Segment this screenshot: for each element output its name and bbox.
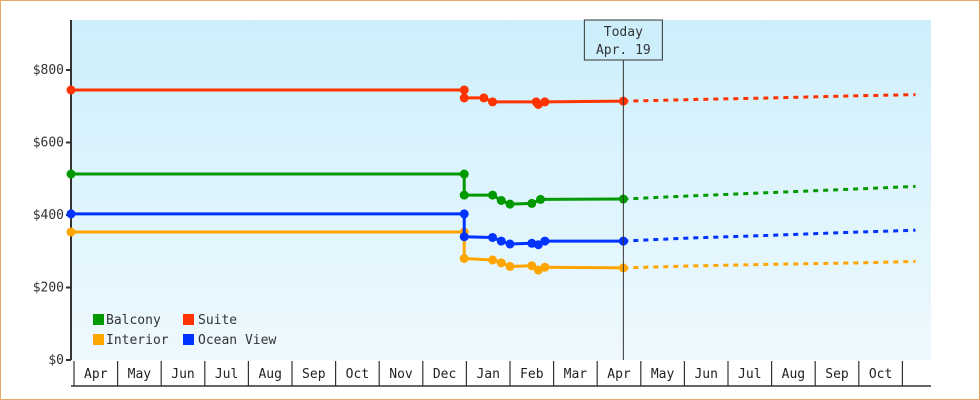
data-point[interactable] <box>459 190 469 200</box>
data-point[interactable] <box>505 199 515 209</box>
series-balcony <box>66 169 916 209</box>
today-marker: Today Apr. 19 <box>583 19 663 360</box>
data-point[interactable] <box>505 239 515 249</box>
data-point[interactable] <box>540 236 550 246</box>
legend-label-balcony: Balcony <box>106 313 161 328</box>
x-month-label: Aug <box>782 367 805 382</box>
data-point[interactable] <box>536 194 546 204</box>
data-point[interactable] <box>66 169 76 179</box>
x-month-label: Nov <box>389 367 413 382</box>
data-point[interactable] <box>488 255 498 265</box>
x-month-label: Aug <box>258 367 281 382</box>
series-layer <box>66 85 916 275</box>
data-point[interactable] <box>496 258 506 268</box>
x-month-label: Oct <box>346 367 369 382</box>
legend-swatch-balcony <box>93 314 104 325</box>
x-month-label: May <box>128 367 152 382</box>
x-month-label: Jul <box>738 367 761 382</box>
x-month-label: Apr <box>84 367 108 382</box>
y-tick-label: $400 <box>33 208 64 223</box>
y-axis: $0 $200 $400 $600 $800 <box>33 20 72 368</box>
legend-swatch-ocean-view <box>183 334 194 345</box>
data-point[interactable] <box>496 236 506 246</box>
data-point[interactable] <box>527 198 537 208</box>
data-point[interactable] <box>505 261 515 271</box>
forecast-line <box>623 228 916 243</box>
x-axis: Apr May Jun Jul Aug Sep Oct Nov Dec Jan Feb Mar Apr M… <box>71 361 931 387</box>
series-interior <box>66 227 916 275</box>
plot-area <box>71 20 931 360</box>
x-month-label: Mar <box>564 367 588 382</box>
legend-label-interior: Interior <box>106 333 169 348</box>
legend-label-ocean-view: Ocean View <box>198 333 276 348</box>
data-point[interactable] <box>488 232 498 242</box>
data-point[interactable] <box>488 190 498 200</box>
data-point[interactable] <box>540 97 550 107</box>
data-point[interactable] <box>459 93 469 103</box>
data-point[interactable] <box>66 209 76 219</box>
x-month-label: Oct <box>869 367 892 382</box>
x-month-label: Dec <box>433 367 456 382</box>
forecast-line <box>623 259 916 270</box>
x-month-label: Feb <box>520 367 544 382</box>
today-date: Apr. 19 <box>596 43 651 58</box>
legend-swatch-suite <box>183 314 194 325</box>
today-box <box>583 19 663 61</box>
x-month-label: Jun <box>171 367 194 382</box>
data-point[interactable] <box>488 97 498 107</box>
y-tick-label: $800 <box>33 63 64 78</box>
data-point[interactable] <box>459 232 469 242</box>
data-point[interactable] <box>479 93 489 103</box>
legend: Balcony Suite Interior Ocean View <box>93 313 276 348</box>
x-month-label: Sep <box>825 367 849 382</box>
today-label: Today <box>604 25 643 40</box>
data-point[interactable] <box>459 85 469 95</box>
data-point[interactable] <box>459 254 469 263</box>
x-month-label: Jun <box>694 367 717 382</box>
forecast-line <box>623 184 916 201</box>
data-point[interactable] <box>459 209 469 219</box>
forecast-line <box>623 93 916 103</box>
x-month-label: Apr <box>607 367 631 382</box>
data-point[interactable] <box>527 261 537 271</box>
data-point[interactable] <box>459 169 469 179</box>
x-month-label: May <box>651 367 675 382</box>
data-point[interactable] <box>66 85 76 95</box>
legend-swatch-interior <box>93 334 104 345</box>
x-month-label: Jan <box>476 367 499 382</box>
y-tick-label: $0 <box>48 353 64 368</box>
data-point[interactable] <box>533 240 543 250</box>
x-month-label: Jul <box>215 367 238 382</box>
x-month-label: Sep <box>302 367 326 382</box>
y-tick-label: $600 <box>33 136 64 151</box>
legend-label-suite: Suite <box>198 313 237 328</box>
series-suite <box>66 85 916 109</box>
data-point[interactable] <box>540 262 550 272</box>
data-point[interactable] <box>496 196 506 205</box>
data-point[interactable] <box>66 227 76 237</box>
y-tick-label: $200 <box>33 281 64 296</box>
